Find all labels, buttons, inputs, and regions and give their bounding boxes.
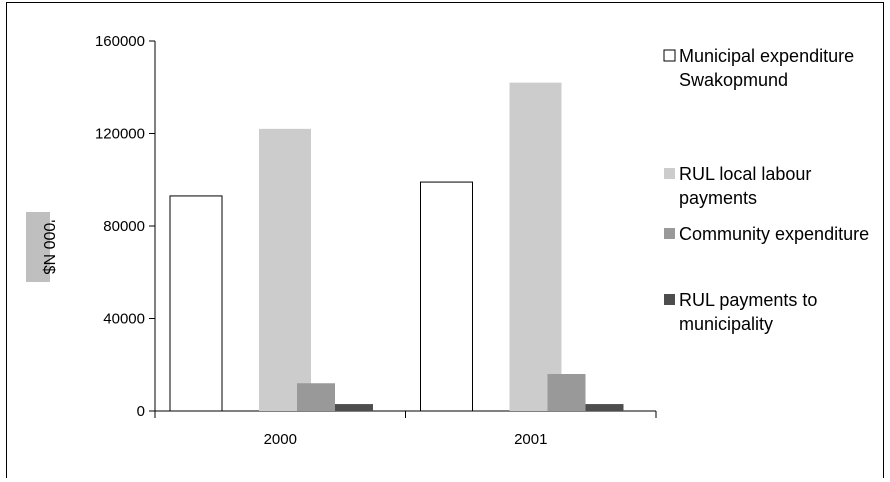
bar xyxy=(585,404,624,411)
legend-label: payments xyxy=(679,188,757,208)
legend-label: RUL local labour xyxy=(679,164,811,184)
bar xyxy=(509,82,562,411)
legend-swatch xyxy=(664,168,675,179)
y-tick-label: 160000 xyxy=(95,33,145,50)
legend-label: Community expenditure xyxy=(679,224,869,244)
legend: Municipal expenditure Swakopmund RUL local… xyxy=(663,46,869,334)
bar xyxy=(259,128,311,411)
legend-swatch xyxy=(663,49,676,62)
bar xyxy=(169,195,223,412)
y-axis-label: '000 N$ xyxy=(40,220,57,275)
legend-label: RUL payments to xyxy=(679,290,817,310)
legend-label: Swakopmund xyxy=(679,70,788,90)
y-tick-label: 40000 xyxy=(103,311,145,328)
legend-swatch xyxy=(664,294,675,305)
legend-label: municipality xyxy=(679,314,773,334)
y-axis-label-highlight xyxy=(26,212,50,282)
bar xyxy=(335,404,373,411)
bar xyxy=(297,383,335,411)
bars xyxy=(169,82,624,412)
bar xyxy=(547,374,586,411)
legend-label: Municipal expenditure xyxy=(679,46,854,66)
bar xyxy=(420,181,473,412)
y-tick-label: 0 xyxy=(137,403,145,420)
x-tick-label: 2001 xyxy=(514,431,547,448)
legend-swatch xyxy=(664,228,675,239)
x-tick-label: 2000 xyxy=(264,431,297,448)
y-tick-label: 80000 xyxy=(103,218,145,235)
y-axis: 0 40000 80000 120000 160000 xyxy=(95,33,156,420)
y-tick-label: 120000 xyxy=(95,126,145,143)
x-axis: 2000 2001 xyxy=(154,410,657,448)
y-axis-label-group: '000 N$ xyxy=(26,212,57,282)
